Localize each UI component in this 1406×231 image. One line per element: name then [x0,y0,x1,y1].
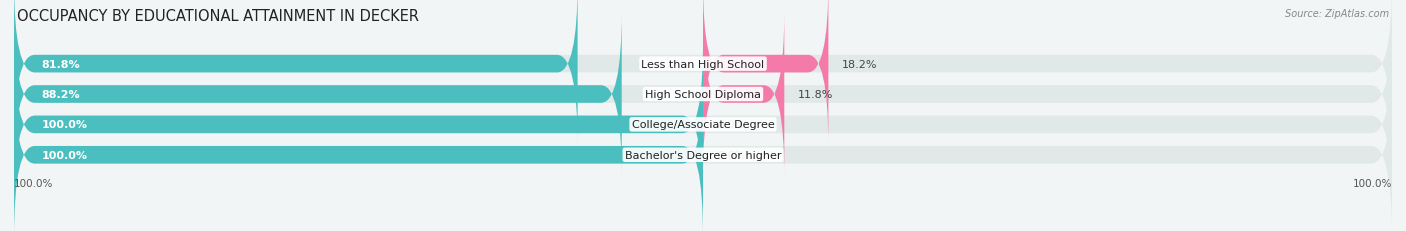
Text: Bachelor's Degree or higher: Bachelor's Degree or higher [624,150,782,160]
FancyBboxPatch shape [14,43,1392,207]
FancyBboxPatch shape [14,13,621,176]
Text: OCCUPANCY BY EDUCATIONAL ATTAINMENT IN DECKER: OCCUPANCY BY EDUCATIONAL ATTAINMENT IN D… [17,9,419,24]
Text: 88.2%: 88.2% [42,90,80,100]
Text: College/Associate Degree: College/Associate Degree [631,120,775,130]
Text: 0.0%: 0.0% [717,150,745,160]
Text: 11.8%: 11.8% [799,90,834,100]
Text: Source: ZipAtlas.com: Source: ZipAtlas.com [1285,9,1389,19]
Text: 18.2%: 18.2% [842,59,877,69]
Text: Less than High School: Less than High School [641,59,765,69]
FancyBboxPatch shape [14,0,578,146]
Text: 100.0%: 100.0% [1353,178,1392,188]
FancyBboxPatch shape [14,0,1392,146]
FancyBboxPatch shape [14,73,703,231]
FancyBboxPatch shape [14,73,1392,231]
Text: 100.0%: 100.0% [42,120,87,130]
FancyBboxPatch shape [703,13,785,176]
FancyBboxPatch shape [14,43,703,207]
FancyBboxPatch shape [14,13,1392,176]
Text: 100.0%: 100.0% [42,150,87,160]
Text: 0.0%: 0.0% [717,120,745,130]
FancyBboxPatch shape [703,0,828,146]
Text: 81.8%: 81.8% [42,59,80,69]
Text: High School Diploma: High School Diploma [645,90,761,100]
Text: 100.0%: 100.0% [14,178,53,188]
